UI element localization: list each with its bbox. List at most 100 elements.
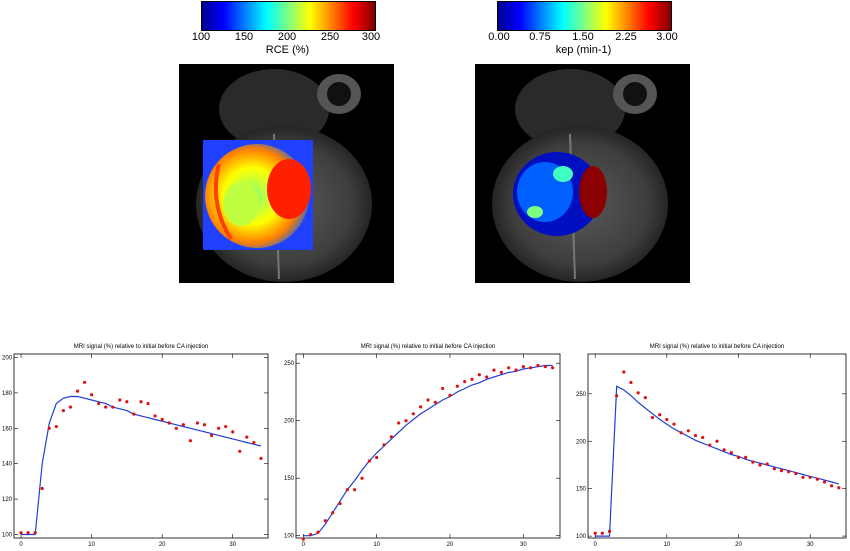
data-point [419,405,423,409]
data-point [132,412,136,416]
kep-colorbar-label: kep (min-1) [555,44,612,56]
data-point [47,426,51,430]
y-tick-label: 120 [2,497,13,503]
kep-tick-4: 3.00 [656,31,678,43]
data-point [600,531,604,535]
data-point [615,394,619,398]
data-point [485,375,489,379]
kep-colorbar [497,1,672,31]
y-tick-label: 200 [576,439,587,445]
rce-tick-1: 150 [234,31,254,43]
data-point [404,419,408,423]
data-point [360,476,364,480]
data-point [551,366,555,370]
data-point [19,531,23,535]
data-point [75,389,80,393]
data-point [111,405,115,409]
y-tick-label: 250 [284,361,295,367]
data-point [708,443,712,447]
rce-colorbar-label: RCE (%) [265,44,310,56]
data-point [259,456,263,460]
data-point [529,366,533,370]
data-point [217,426,221,430]
data-point [33,531,37,535]
kep-tick-2: 1.50 [572,31,594,43]
data-point [722,448,726,452]
x-tick-label: 0 [593,542,597,548]
data-point [758,463,762,467]
data-point [375,455,379,460]
rce-signal-plot-svg: MRI signal (%) relative to initial befor… [2,344,269,548]
x-tick-label: 20 [159,542,166,548]
plot-title: MRI signal (%) relative to initial befor… [650,344,784,350]
data-point [499,370,503,374]
washout-signal-plot: MRI signal (%) relative to initial befor… [574,340,850,551]
x-tick-label: 30 [520,542,527,548]
kep-mri-image [475,64,690,283]
data-point [40,486,44,491]
data-point [815,477,819,481]
data-point [787,470,791,474]
data-point [125,400,129,404]
data-point [693,433,698,438]
data-point [61,409,65,413]
data-point [195,421,200,425]
data-point [622,370,626,374]
data-point [492,368,496,372]
data-point [593,531,597,535]
data-point [729,451,733,455]
data-point [441,386,445,391]
y-tick-label: 150 [284,476,295,482]
data-point [779,469,784,473]
data-point [54,424,58,429]
x-tick-label: 10 [663,542,670,548]
y-tick-label: 100 [284,534,295,540]
data-point [751,460,755,464]
data-point [188,439,192,443]
data-point [181,423,185,427]
kep-tick-3: 2.25 [615,31,637,43]
data-point [701,435,705,440]
data-point [353,488,357,492]
data-point [345,488,349,492]
data-point [224,424,228,429]
data-point [794,471,798,476]
rce-mri-figure [196,69,372,282]
data-point [68,405,73,409]
y-tick-label: 200 [2,356,13,362]
x-tick-label: 30 [229,542,236,548]
plot-frame [295,353,561,539]
x-tick-label: 0 [19,542,23,548]
rce-tick-2: 200 [277,31,297,43]
data-point [411,412,415,416]
y-tick-label: 100 [2,532,13,538]
data-point [90,393,94,397]
rce-signal-plot: MRI signal (%) relative to initial befor… [0,340,272,551]
data-point [658,413,662,417]
rce-colorbar [201,1,376,31]
data-point [160,417,164,422]
data-point [715,439,719,443]
y-tick-label: 180 [2,391,13,397]
data-point [118,398,122,402]
data-point [521,365,525,369]
fit-curve [595,385,839,537]
washout-signal-plot-svg: MRI signal (%) relative to initial befor… [576,344,847,548]
data-point [433,400,437,404]
y-tick-label: 100 [576,534,587,540]
data-point [309,532,313,537]
plot-frame [13,353,269,539]
data-point [744,455,748,459]
data-point [455,384,459,388]
data-point [463,380,467,384]
fit-curve [303,364,553,537]
rce-tick-0: 100 [191,31,211,43]
data-point [367,459,371,463]
rce-tick-3: 250 [320,31,340,43]
data-point [104,405,108,409]
data-point [426,398,430,402]
x-tick-label: 10 [88,542,95,548]
data-point [167,421,171,425]
kep-tick-0: 0.00 [488,31,510,43]
x-tick-label: 10 [373,542,380,548]
